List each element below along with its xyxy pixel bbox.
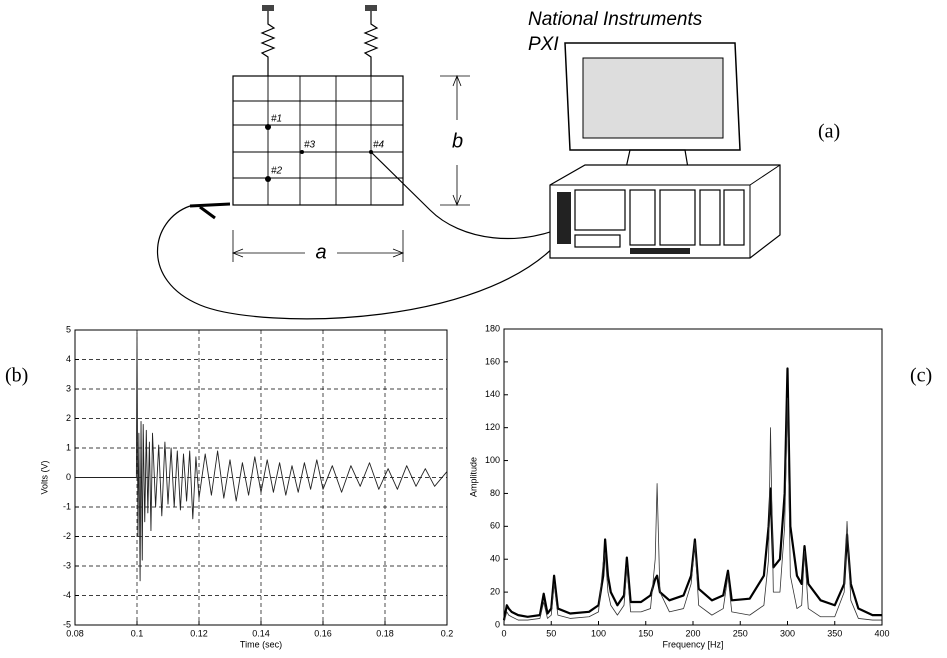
slot [557, 192, 571, 244]
module [699, 189, 721, 246]
dim-label: a [315, 241, 326, 263]
y-tick-label: 160 [485, 356, 500, 366]
y-tick-label: -4 [63, 590, 71, 600]
y-axis-label: Volts (V) [39, 460, 49, 494]
x-tick-label: 250 [733, 628, 748, 638]
y-tick-label: 180 [485, 323, 500, 333]
panel-label: (b) [5, 365, 28, 387]
data-line [502, 367, 882, 621]
x-tick-label: 150 [638, 628, 653, 638]
x-tick-label: 0.2 [441, 628, 454, 638]
cable [157, 205, 571, 320]
y-tick-label: 40 [490, 554, 500, 564]
screen [582, 57, 724, 139]
y-tick-label: 20 [490, 586, 500, 596]
x-tick-label: 400 [874, 628, 889, 638]
plot-frame [74, 329, 448, 626]
chassis [549, 164, 781, 259]
spring [260, 11, 276, 76]
x-tick-label: 100 [591, 628, 606, 638]
y-tick-label: 1 [66, 442, 71, 452]
cable [370, 151, 576, 240]
hammer [189, 202, 231, 220]
x-tick-label: 200 [685, 628, 700, 638]
panel-label: (a) [818, 121, 840, 143]
x-tick-label: 50 [546, 628, 556, 638]
x-axis-label: Frequency [Hz] [662, 639, 723, 649]
chassis-edge [749, 164, 781, 186]
y-tick-label: 80 [490, 488, 500, 498]
anchor [262, 5, 274, 11]
x-tick-label: 300 [780, 628, 795, 638]
y-tick-label: -1 [63, 501, 71, 511]
point-label: #2 [271, 166, 283, 177]
y-tick-label: 0 [495, 619, 500, 629]
plate-grid [233, 76, 403, 205]
module [723, 189, 745, 246]
x-tick-label: 0.14 [252, 628, 270, 638]
diagram: #1 #2 #3 #4 b a Nat [5, 5, 932, 387]
y-tick-label: 0 [66, 472, 71, 482]
y-tick-label: 140 [485, 389, 500, 399]
dimension-lines [231, 74, 470, 262]
slot [630, 248, 690, 254]
y-axis-label: Amplitude [468, 457, 478, 497]
module [629, 189, 656, 246]
y-tick-label: 2 [66, 413, 71, 423]
y-tick-label: 100 [485, 455, 500, 465]
x-tick-label: 0.18 [376, 628, 394, 638]
x-tick-label: 0.1 [131, 628, 144, 638]
point-label: #1 [271, 114, 282, 125]
point [300, 150, 304, 154]
x-tick-label: 0.08 [66, 628, 84, 638]
y-tick-label: -2 [63, 531, 71, 541]
data-line [75, 332, 448, 582]
y-tick-label: 60 [490, 521, 500, 531]
panel-label: (c) [910, 365, 932, 387]
title-line: PXI [528, 34, 559, 55]
title-line: National Instruments [528, 9, 703, 30]
y-tick-label: -5 [63, 619, 71, 629]
x-tick-label: 350 [827, 628, 842, 638]
y-tick-label: 5 [66, 324, 71, 334]
plot-frame [503, 328, 883, 626]
point [265, 176, 271, 182]
x-tick-label: 0 [501, 628, 506, 638]
y-tick-label: 120 [485, 422, 500, 432]
x-tick-label: 0.16 [314, 628, 332, 638]
point [265, 124, 271, 130]
y-tick-label: 3 [66, 383, 71, 393]
module [659, 189, 696, 246]
anchor [365, 5, 377, 11]
data-line [503, 397, 882, 622]
y-tick-label: 4 [66, 354, 71, 364]
dim-label: b [452, 130, 463, 152]
x-tick-label: 0.12 [190, 628, 208, 638]
module [574, 189, 626, 231]
x-axis-label: Time (sec) [240, 639, 282, 649]
point-label: #3 [304, 140, 316, 151]
spring [363, 11, 379, 76]
plate [232, 75, 404, 206]
y-tick-label: -3 [63, 560, 71, 570]
module [574, 234, 621, 248]
point-label: #4 [373, 140, 385, 151]
